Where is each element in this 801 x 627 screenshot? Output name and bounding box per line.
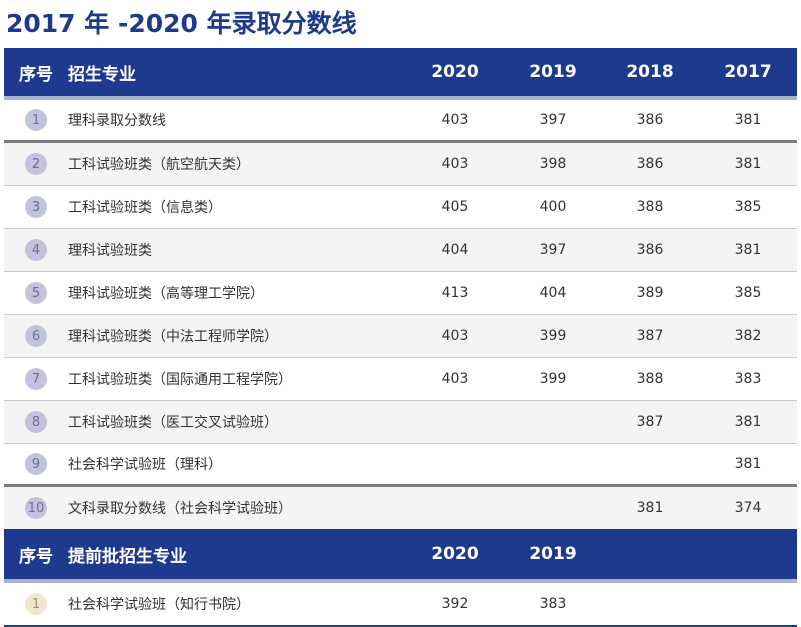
score-2017: 381 bbox=[734, 112, 762, 128]
major-name: 工科试验班类（信息类） bbox=[68, 200, 222, 216]
major-name: 文科录取分数线（社会科学试验班） bbox=[68, 501, 292, 517]
table-row: 10 文科录取分数线（社会科学试验班） 381 374 bbox=[4, 487, 797, 529]
major-name: 工科试验班类（国际通用工程学院） bbox=[68, 372, 292, 388]
score-2017: 381 bbox=[734, 156, 762, 172]
table-row: 9 社会科学试验班（理科） 381 bbox=[4, 444, 797, 487]
score-2020: 405 bbox=[441, 199, 469, 215]
score-2019 bbox=[504, 444, 602, 484]
row-number-badge: 3 bbox=[25, 196, 47, 218]
score-2017: 381 bbox=[734, 414, 762, 430]
score-2020 bbox=[406, 487, 504, 529]
table-header: 序号 招生专业 2020 2019 2018 2017 bbox=[4, 48, 797, 100]
score-2020 bbox=[406, 401, 504, 443]
row-number-badge: 9 bbox=[25, 453, 47, 475]
header-major: 招生专业 bbox=[68, 64, 136, 85]
score-2020: 392 bbox=[441, 596, 469, 612]
header-year-2020: 2020 bbox=[431, 544, 479, 564]
score-2020: 403 bbox=[441, 156, 469, 172]
table-row: 5 理科试验班类（高等理工学院） 413 404 389 385 bbox=[4, 272, 797, 315]
score-2020: 413 bbox=[441, 285, 469, 301]
header-year-2018: 2018 bbox=[626, 62, 674, 82]
table-row: 1 理科录取分数线 403 397 386 381 bbox=[4, 100, 797, 143]
score-2019: 399 bbox=[539, 371, 567, 387]
table-header-early-batch: 序号 提前批招生专业 2020 2019 bbox=[4, 529, 797, 583]
row-number-badge: 1 bbox=[25, 109, 47, 131]
row-number-badge: 6 bbox=[25, 325, 47, 347]
score-2019: 397 bbox=[539, 242, 567, 258]
row-number-badge: 10 bbox=[25, 497, 47, 519]
score-2018 bbox=[601, 444, 699, 484]
header-major: 提前批招生专业 bbox=[68, 546, 187, 567]
header-no: 序号 bbox=[19, 546, 53, 567]
score-2017: 385 bbox=[734, 199, 762, 215]
score-2020: 403 bbox=[441, 371, 469, 387]
score-2019: 398 bbox=[539, 156, 567, 172]
major-name: 工科试验班类（航空航天类） bbox=[68, 157, 250, 173]
score-2020: 403 bbox=[441, 112, 469, 128]
row-number-badge: 5 bbox=[25, 282, 47, 304]
table-row: 1 社会科学试验班（知行书院） 392 383 bbox=[4, 583, 797, 627]
row-number-badge: 1 bbox=[25, 593, 47, 615]
score-table: 序号 招生专业 2020 2019 2018 2017 1 理科录取分数线 40… bbox=[4, 48, 797, 627]
major-name: 理科试验班类 bbox=[68, 243, 152, 259]
table-row: 8 工科试验班类（医工交叉试验班） 387 381 bbox=[4, 401, 797, 444]
score-2018: 386 bbox=[636, 156, 664, 172]
header-year-2020: 2020 bbox=[431, 62, 479, 82]
major-name: 社会科学试验班（知行书院） bbox=[68, 597, 250, 613]
score-2018: 389 bbox=[636, 285, 664, 301]
score-2020: 403 bbox=[441, 328, 469, 344]
table-row: 4 理科试验班类 404 397 386 381 bbox=[4, 229, 797, 272]
table-row: 7 工科试验班类（国际通用工程学院） 403 399 388 383 bbox=[4, 358, 797, 401]
row-number-badge: 4 bbox=[25, 239, 47, 261]
score-2017: 385 bbox=[734, 285, 762, 301]
table-row: 3 工科试验班类（信息类） 405 400 388 385 bbox=[4, 186, 797, 229]
row-number-badge: 8 bbox=[25, 411, 47, 433]
score-2018: 387 bbox=[636, 414, 664, 430]
row-number-badge: 2 bbox=[25, 153, 47, 175]
row-number-badge: 7 bbox=[25, 368, 47, 390]
table-row: 6 理科试验班类（中法工程师学院） 403 399 387 382 bbox=[4, 315, 797, 358]
major-name: 工科试验班类（医工交叉试验班） bbox=[68, 415, 278, 431]
major-name: 社会科学试验班（理科） bbox=[68, 457, 222, 473]
score-2019 bbox=[504, 401, 602, 443]
score-2020 bbox=[406, 444, 504, 484]
score-2017: 381 bbox=[734, 456, 762, 472]
score-2018: 381 bbox=[636, 500, 664, 516]
score-2019: 400 bbox=[539, 199, 567, 215]
score-2018: 387 bbox=[636, 328, 664, 344]
major-name: 理科试验班类（中法工程师学院） bbox=[68, 329, 278, 345]
score-2017: 383 bbox=[734, 371, 762, 387]
score-2019: 399 bbox=[539, 328, 567, 344]
page-title: 2017 年 -2020 年录取分数线 bbox=[6, 9, 357, 38]
score-2017: 382 bbox=[734, 328, 762, 344]
score-2018: 386 bbox=[636, 112, 664, 128]
header-no: 序号 bbox=[19, 64, 53, 85]
score-2019: 383 bbox=[539, 596, 567, 612]
score-2020: 404 bbox=[441, 242, 469, 258]
major-name: 理科试验班类（高等理工学院） bbox=[68, 286, 264, 302]
header-year-2019: 2019 bbox=[529, 62, 577, 82]
score-2018: 386 bbox=[636, 242, 664, 258]
header-year-2017: 2017 bbox=[724, 62, 772, 82]
score-2017: 381 bbox=[734, 242, 762, 258]
header-year-2019: 2019 bbox=[529, 544, 577, 564]
score-2019: 397 bbox=[539, 112, 567, 128]
score-2018: 388 bbox=[636, 371, 664, 387]
score-2018: 388 bbox=[636, 199, 664, 215]
score-2017: 374 bbox=[734, 500, 762, 516]
score-2019: 404 bbox=[539, 285, 567, 301]
major-name: 理科录取分数线 bbox=[68, 113, 166, 129]
score-2019 bbox=[504, 487, 602, 529]
table-row: 2 工科试验班类（航空航天类） 403 398 386 381 bbox=[4, 143, 797, 186]
